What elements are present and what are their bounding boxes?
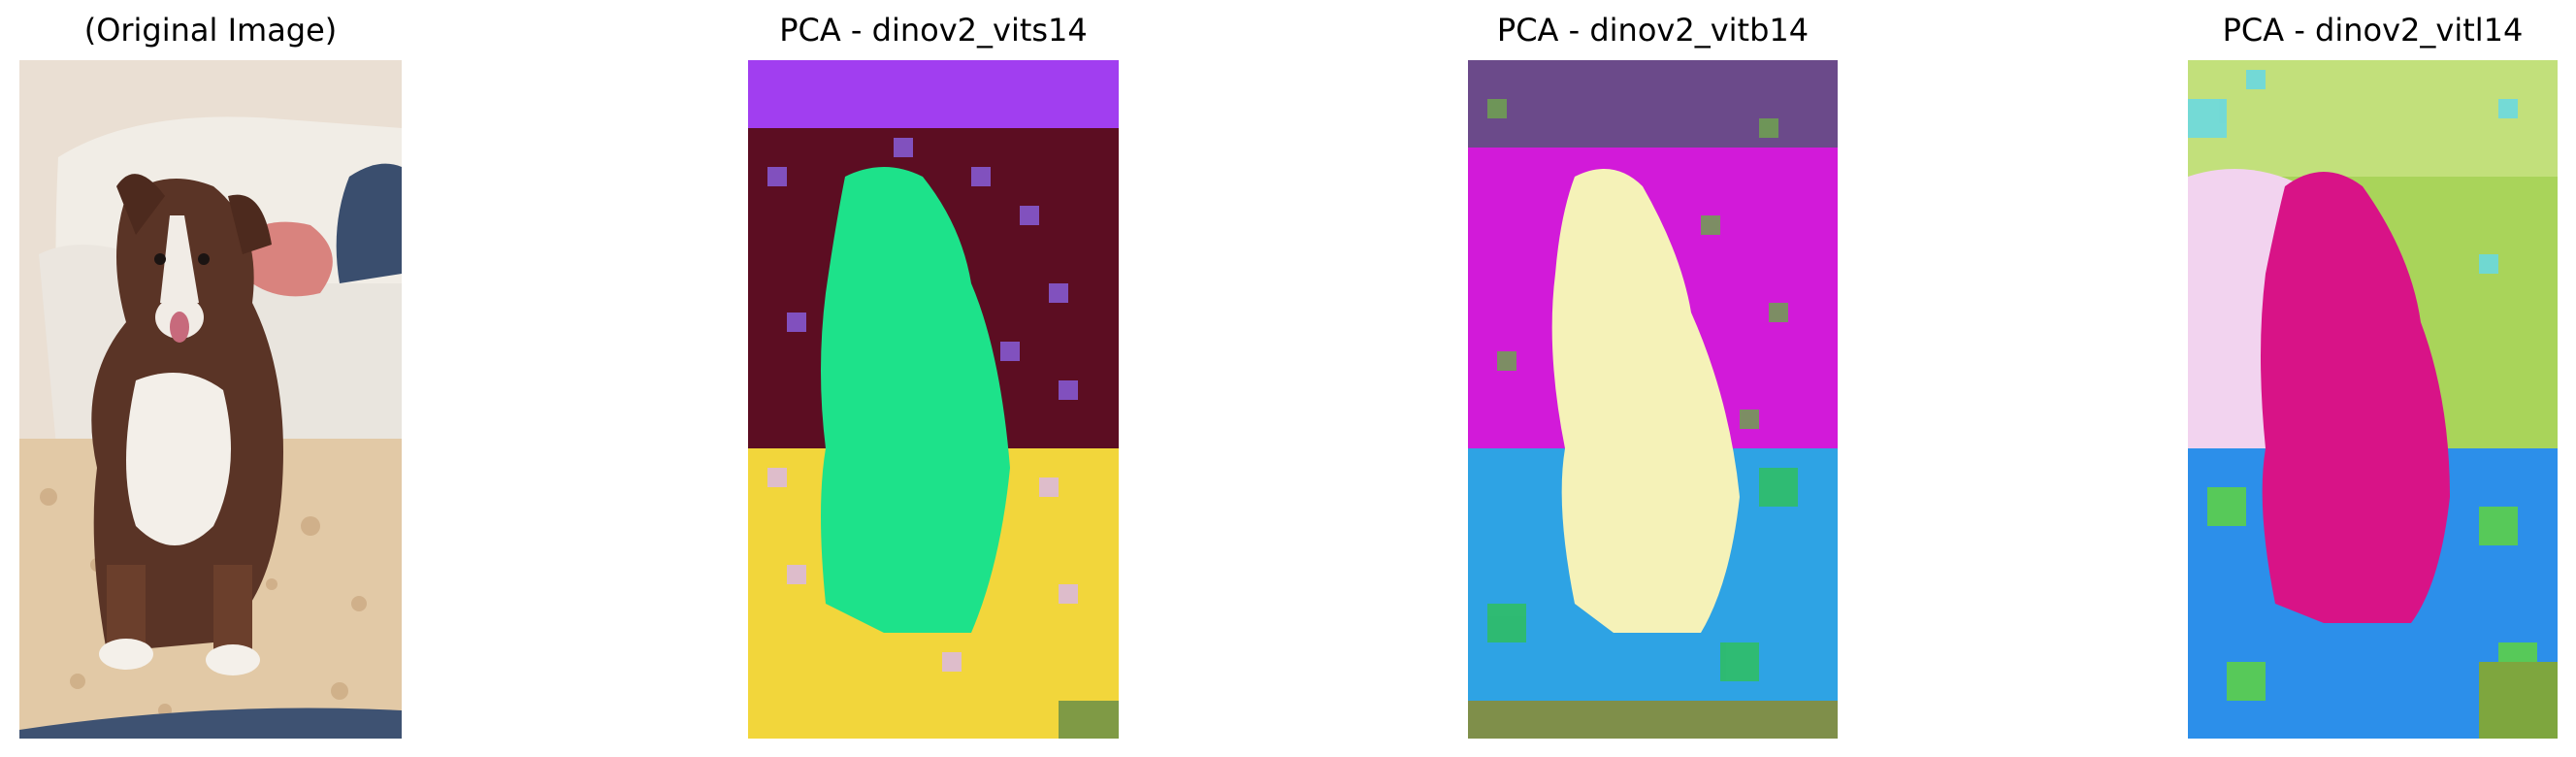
pca-map-vitb14 [1468, 60, 1838, 739]
panel-title-original: (Original Image) [83, 12, 338, 49]
pca-map-vitl14 [2188, 60, 2558, 739]
panel-title-vits14: PCA - dinov2_vits14 [779, 12, 1088, 49]
pca-map-vits14 [748, 60, 1119, 739]
pca-map-vitb14-svg [1468, 60, 1838, 739]
panel-title-vitl14: PCA - dinov2_vitl14 [2222, 12, 2524, 49]
original-photo [19, 60, 402, 739]
original-photo-svg [19, 60, 402, 739]
pca-map-vits14-svg [748, 60, 1119, 739]
pca-map-vitl14-svg [2188, 60, 2558, 739]
panel-title-vitb14: PCA - dinov2_vitb14 [1496, 12, 1810, 49]
